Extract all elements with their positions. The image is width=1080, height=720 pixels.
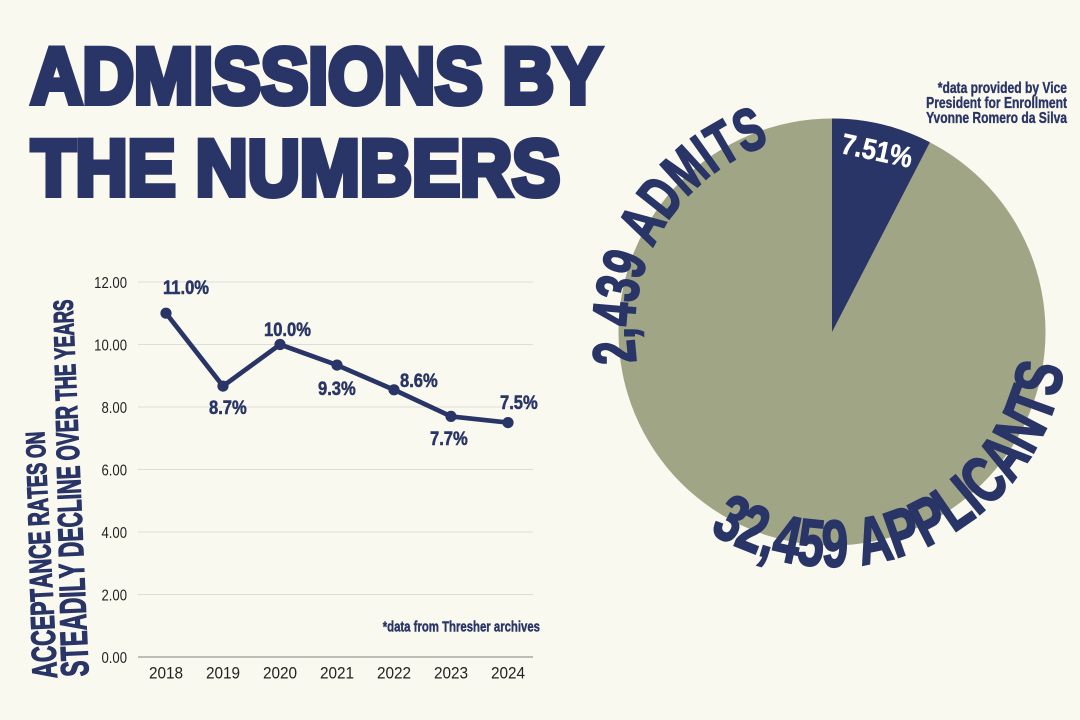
svg-text:Yvonne Romero da Silva: Yvonne Romero da Silva [926, 109, 1067, 127]
svg-text:T: T [22, 486, 55, 499]
svg-text:12.00: 12.00 [94, 275, 127, 292]
svg-text:N: N [50, 478, 88, 494]
svg-text:R: R [50, 405, 84, 420]
svg-text:T: T [50, 388, 84, 401]
svg-text:10.00: 10.00 [94, 337, 127, 354]
svg-text:E: E [23, 530, 57, 545]
svg-text:,: , [580, 327, 647, 339]
svg-text:9.3%: 9.3% [318, 378, 356, 400]
svg-text:R: R [48, 310, 80, 324]
svg-text:N: N [22, 558, 58, 575]
svg-text:S: S [53, 660, 97, 678]
svg-text:2024: 2024 [491, 665, 525, 683]
svg-text:7.5%: 7.5% [500, 392, 538, 414]
svg-text:2: 2 [580, 338, 649, 367]
svg-text:8.6%: 8.6% [400, 370, 438, 392]
svg-text:2020: 2020 [263, 665, 297, 683]
svg-text:9: 9 [821, 508, 848, 582]
svg-text:E: E [52, 630, 96, 647]
svg-text:C: C [25, 629, 64, 647]
svg-text:T: T [23, 587, 60, 602]
svg-text:I: I [54, 591, 94, 599]
svg-text:8.7%: 8.7% [209, 397, 247, 419]
svg-text:2.00: 2.00 [101, 587, 127, 604]
svg-text:V: V [49, 431, 86, 446]
svg-text:7.7%: 7.7% [430, 428, 468, 450]
svg-text:A: A [23, 498, 56, 513]
svg-text:0.00: 0.00 [101, 650, 127, 667]
svg-text:E: E [50, 363, 83, 376]
svg-text:A: A [25, 661, 65, 680]
svg-text:6.00: 6.00 [101, 462, 127, 479]
svg-text:E: E [49, 465, 87, 480]
svg-text:D: D [53, 541, 92, 558]
svg-text:L: L [51, 499, 89, 513]
svg-text:E: E [23, 474, 54, 488]
svg-text:P: P [23, 600, 60, 616]
svg-text:S: S [47, 299, 79, 312]
svg-text:E: E [24, 615, 61, 631]
svg-text:11.0%: 11.0% [163, 277, 209, 299]
svg-text:C: C [51, 511, 90, 528]
svg-text:A: A [23, 573, 59, 590]
svg-text:2023: 2023 [434, 665, 468, 683]
svg-text:2022: 2022 [377, 665, 411, 683]
svg-text:Y: Y [52, 562, 92, 578]
svg-text:C: C [24, 543, 58, 559]
svg-text:4: 4 [579, 299, 648, 328]
svg-text:E: E [51, 419, 85, 433]
svg-text:L: L [53, 577, 93, 592]
svg-text:*data from Thresher archives: *data from Thresher archives [383, 618, 540, 635]
svg-text:A: A [52, 613, 95, 631]
svg-text:O: O [20, 443, 51, 458]
svg-text:H: H [50, 375, 83, 390]
svg-text:2018: 2018 [149, 665, 183, 683]
svg-text:E: E [52, 527, 91, 543]
svg-text:2021: 2021 [320, 665, 354, 683]
svg-text:President for Enrollment: President for Enrollment [926, 94, 1067, 112]
svg-text:Y: Y [49, 347, 82, 360]
svg-text:*data provided by Vice: *data provided by Vice [938, 79, 1067, 97]
svg-text:A: A [48, 322, 80, 336]
svg-text:D: D [51, 597, 94, 615]
svg-text:T: T [52, 645, 96, 662]
svg-text:ADMISSIONS BY: ADMISSIONS BY [31, 31, 602, 119]
svg-text:C: C [26, 645, 65, 663]
svg-text:S: S [21, 462, 52, 476]
svg-text:7.51%: 7.51% [838, 127, 915, 174]
svg-text:E: E [50, 335, 82, 348]
svg-text:R: R [23, 511, 56, 527]
svg-text:10.0%: 10.0% [264, 319, 311, 341]
svg-text:2019: 2019 [206, 665, 240, 683]
svg-text:8.00: 8.00 [101, 400, 127, 417]
svg-text:4.00: 4.00 [101, 525, 127, 542]
svg-text:O: O [50, 444, 87, 461]
svg-text:I: I [51, 493, 89, 500]
svg-text:THE NUMBERS: THE NUMBERS [31, 125, 560, 213]
svg-text:N: N [20, 431, 50, 445]
